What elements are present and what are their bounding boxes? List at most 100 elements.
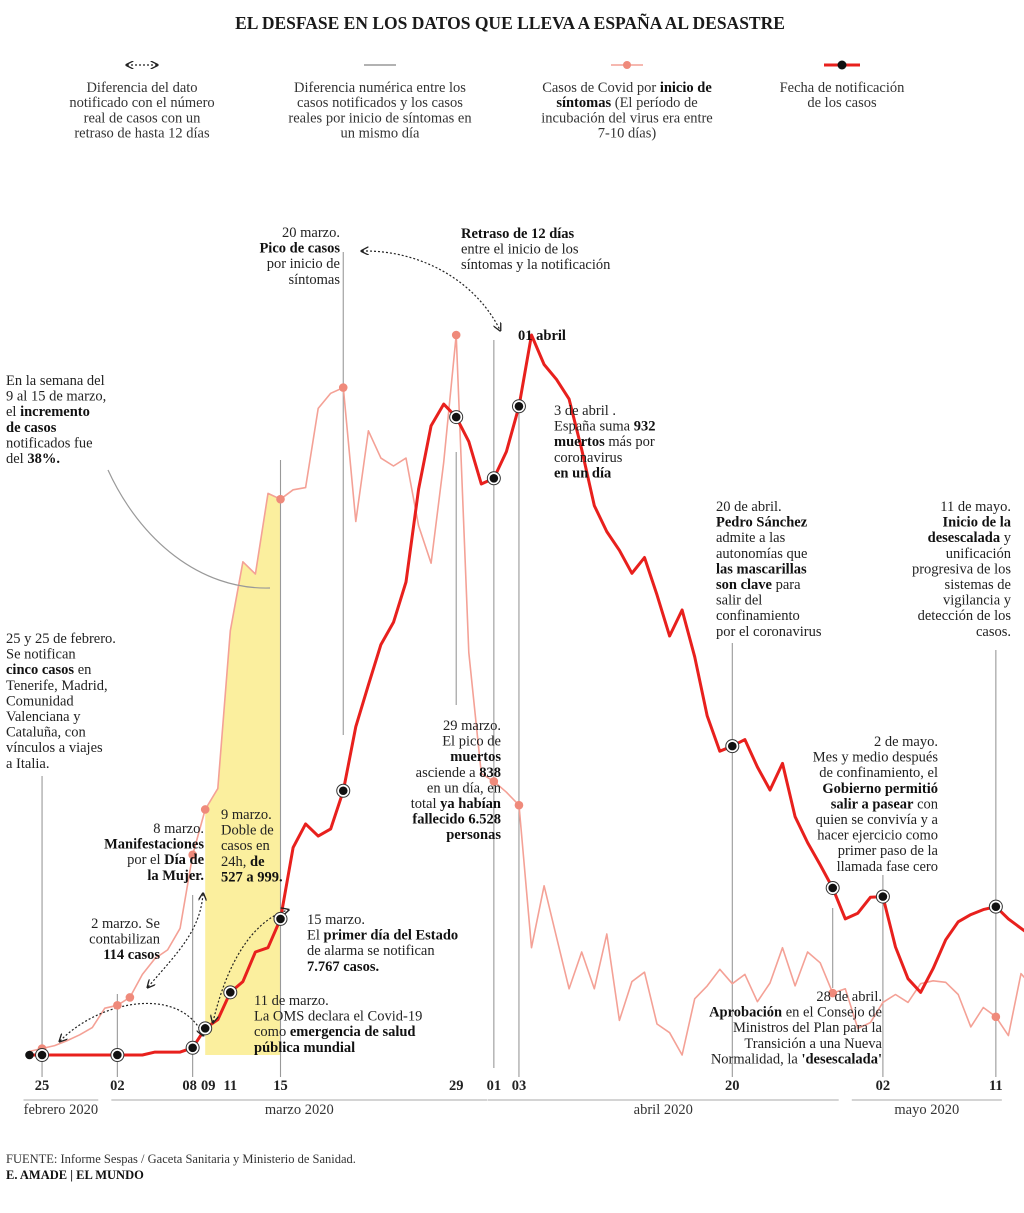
legend-label-segment: Fecha de notificación: [780, 80, 906, 96]
x-tick-label: 15: [273, 1078, 288, 1094]
annotation-pico-segment: síntomas: [288, 272, 340, 288]
notified-point: [226, 988, 235, 997]
annotation-mayo2-segment: llamada fase cero: [837, 859, 938, 875]
annotation-abril28: 28 de abril. Aprobación en el Consejo de M…: [709, 989, 882, 1067]
notified-point: [451, 412, 461, 422]
annotation-marzo2-segment: 2 marzo. Se: [91, 916, 160, 932]
annotation-mayo2-segment: Gobierno permitió: [822, 781, 938, 797]
month-label: abril 2020: [634, 1102, 693, 1118]
annotation-abril3-segment: 3 de abril .: [554, 403, 616, 419]
series-onset-line: [29, 334, 1024, 1056]
notified-point: [991, 902, 1001, 911]
legend-item: Casos de Covid por inicio de síntomas (El…: [541, 61, 713, 142]
annotation-mayo2-segment: con: [913, 796, 938, 812]
legend-label-segment: notificado con el número: [69, 95, 214, 111]
annotation-mayo11-segment: casos.: [976, 624, 1011, 640]
annotation-marzo29-segment: El pico de: [442, 734, 501, 750]
highlight-layer: [205, 493, 281, 1055]
legend-label-segment: un mismo día: [341, 126, 421, 142]
x-tick-label: 25: [35, 1078, 50, 1094]
annotation-marzo29-segment: 838: [479, 765, 501, 781]
onset-point: [188, 850, 197, 860]
annotation-mayo2-segment: hacer ejercicio como: [817, 828, 938, 844]
annotation-mayo11: 11 de mayo. Inicio de la desescalada y unif…: [912, 499, 1012, 640]
annotation-abril20-segment: Pedro Sánchez: [716, 515, 808, 531]
annotation-marzo15-segment: 7.767 casos.: [307, 959, 379, 975]
annotation-abril28-segment: Aprobación: [709, 1005, 782, 1021]
annotation-marzo9-segment: 9 marzo.: [221, 807, 272, 823]
annotation-semana-segment: notificados fue: [6, 435, 93, 451]
annotation-marzo11-segment: pública mundial: [254, 1040, 355, 1056]
annotation-mayo11-segment: progresiva de los: [912, 561, 1011, 577]
annotation-marzo11-segment: emergencia de salud: [290, 1024, 416, 1040]
black-dot-icon: [837, 60, 847, 70]
annotation-abril20-segment: admite a las: [716, 530, 786, 546]
annotation-retraso-segment: entre el inicio de los: [461, 242, 579, 258]
annotation-mayo2-segment: quien se convivía y a: [816, 812, 939, 828]
annotation-retraso: Retraso de 12 días entre el inicio de los…: [461, 226, 611, 273]
legend-label-segment: Diferencia del dato: [86, 80, 197, 96]
annotation-marzo29-segment: fallecido 6.528: [412, 812, 501, 828]
annotation-febrero-segment: vínculos a viajes: [6, 740, 103, 756]
annotation-semana-segment: En la semana del: [6, 373, 105, 389]
annotation-marzo15-segment: El: [307, 928, 324, 944]
annotation-marzo29-segment: 29 marzo.: [443, 718, 501, 734]
annotation-marzo29: 29 marzo. El pico de muertos asciende a 838…: [411, 718, 502, 843]
delay-arrow: [148, 894, 203, 987]
annotation-abril28-segment: 28 de abril.: [816, 989, 882, 1005]
legend-label-segment: real de casos con un: [84, 110, 202, 126]
x-tick-label: 11: [989, 1078, 1003, 1094]
notified-point: [200, 1024, 210, 1033]
notified-point: [878, 892, 888, 901]
annotation-abril20: 20 de abril. Pedro Sánchez admite a las aut…: [716, 499, 822, 640]
x-tick-label: 02: [110, 1078, 125, 1094]
highlight-area: [205, 493, 281, 1055]
series-layer: [29, 333, 1024, 1057]
chart-title: EL DESFASE EN LOS DATOS QUE LLEVA A ESPA…: [235, 13, 785, 33]
annotation-semana: En la semana del 9 al 15 de marzo, el incr…: [6, 373, 106, 467]
annotation-abril3-segment: España suma: [554, 419, 634, 435]
annotation-marzo15-segment: 15 marzo.: [307, 912, 365, 928]
annotation-retraso-segment: síntomas y la notificación: [461, 257, 611, 273]
annotation-febrero-segment: a Italia.: [6, 756, 49, 772]
x-tick-label: 09: [201, 1078, 216, 1094]
annotation-abril20-segment: 20 de abril.: [716, 499, 782, 515]
annotation-marzo9-segment: casos en: [221, 838, 270, 854]
x-axis: 25 02 08 09 11 15 29 01 03 20 02 11 febrero 2020 marz…: [23, 1078, 1003, 1118]
annotation-mayo2-segment: Mes y medio después: [813, 750, 939, 766]
annotation-abril20-segment: son clave: [716, 577, 773, 593]
x-tick-label: 29: [449, 1078, 464, 1094]
annotation-layer: 25 y 25 de febrero. Se notifican cinco cas…: [6, 225, 1012, 1067]
annotation-pico-segment: 20 marzo.: [282, 225, 340, 241]
annotation-marzo9-segment: de: [250, 854, 265, 870]
annotation-mayo11-segment: unificación: [946, 546, 1012, 562]
annotation-abril3-segment: coronavirus: [554, 450, 623, 466]
annotation-semana-segment: de casos: [6, 420, 57, 436]
x-tick-label: 20: [725, 1078, 740, 1094]
month-label: mayo 2020: [894, 1102, 959, 1118]
annotation-marzo9-segment: 527 a 999.: [221, 869, 283, 885]
annotation-mayo2-segment: de confinamiento, el: [819, 765, 938, 781]
annotation-marzo15-segment: primer día del Estado: [324, 928, 459, 944]
x-tick-label: 01: [487, 1078, 502, 1094]
callout-curve: [107, 469, 271, 589]
dot-layer: [25, 330, 1003, 1062]
series-notified-line: [29, 333, 1024, 1057]
annotation-abril20-segment: autonomías que: [716, 546, 807, 562]
notified-point: [37, 1050, 47, 1060]
legend: Diferencia del dato notificado con el núm…: [69, 60, 906, 142]
annotation-marzo29-segment: en un día, en: [427, 780, 502, 796]
legend-label-segment: 7-10 días): [598, 126, 657, 142]
guide-layer: [41, 252, 997, 1077]
legend-label-segment: de los casos: [807, 95, 877, 111]
annotation-marzo9: 9 marzo. Doble de casos en 24h, de 527 a 999…: [221, 807, 283, 885]
annotation-retraso-segment: Retraso de 12 días: [461, 226, 575, 242]
notified-point: [113, 1050, 122, 1060]
x-tick-label: 11: [223, 1078, 237, 1094]
legend-label: Diferencia del dato notificado con el núm…: [69, 80, 214, 142]
notified-point: [828, 883, 837, 893]
annotation-marzo11: 11 de marzo. La OMS declara el Covid-19 co…: [254, 993, 422, 1056]
annotation-abril20-segment: salir del: [716, 593, 762, 609]
annotation-abril20-segment: confinamiento: [716, 608, 800, 624]
